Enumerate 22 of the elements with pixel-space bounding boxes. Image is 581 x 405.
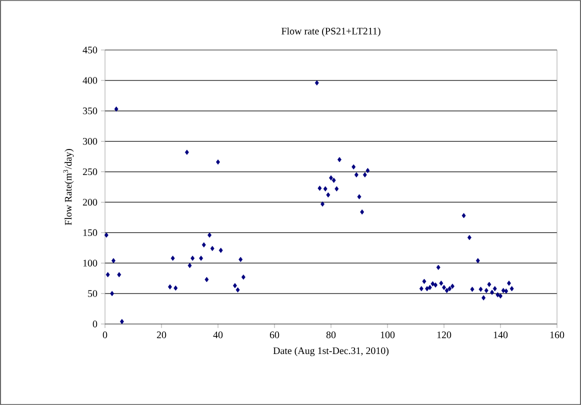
x-tick-label: 0	[102, 332, 108, 338]
y-tick-label: 150	[83, 229, 98, 236]
y-tick-label: 200	[82, 198, 98, 206]
y-tick-label: 50	[88, 290, 98, 297]
x-tick-label: 20	[156, 332, 166, 338]
x-tick-label: 160	[550, 332, 564, 338]
x-tick-label: 60	[270, 332, 280, 338]
y-tick-label: 350	[83, 108, 98, 114]
x-tick-label: 120	[437, 332, 452, 338]
y-tick-label: 250	[82, 168, 98, 176]
x-tick-label: 140	[494, 332, 508, 338]
y-axis-title: Flow Rate(m$^{3}$/day)	[63, 149, 74, 226]
x-axis-title: Date (Aug 1st-Dec.31, 2010)	[273, 347, 389, 356]
x-tick-label: 100	[380, 332, 395, 338]
y-tick-label: 400	[82, 77, 98, 84]
y-tick-label: 0	[92, 320, 98, 328]
y-tick-label: 100	[83, 260, 98, 266]
chart-title: Flow rate (PS21+LT211)	[282, 27, 380, 37]
y-tick-label: 300	[83, 138, 98, 145]
x-tick-label: 40	[213, 332, 223, 338]
x-tick-label: 80	[326, 332, 336, 338]
y-tick-label: 450	[82, 46, 98, 54]
